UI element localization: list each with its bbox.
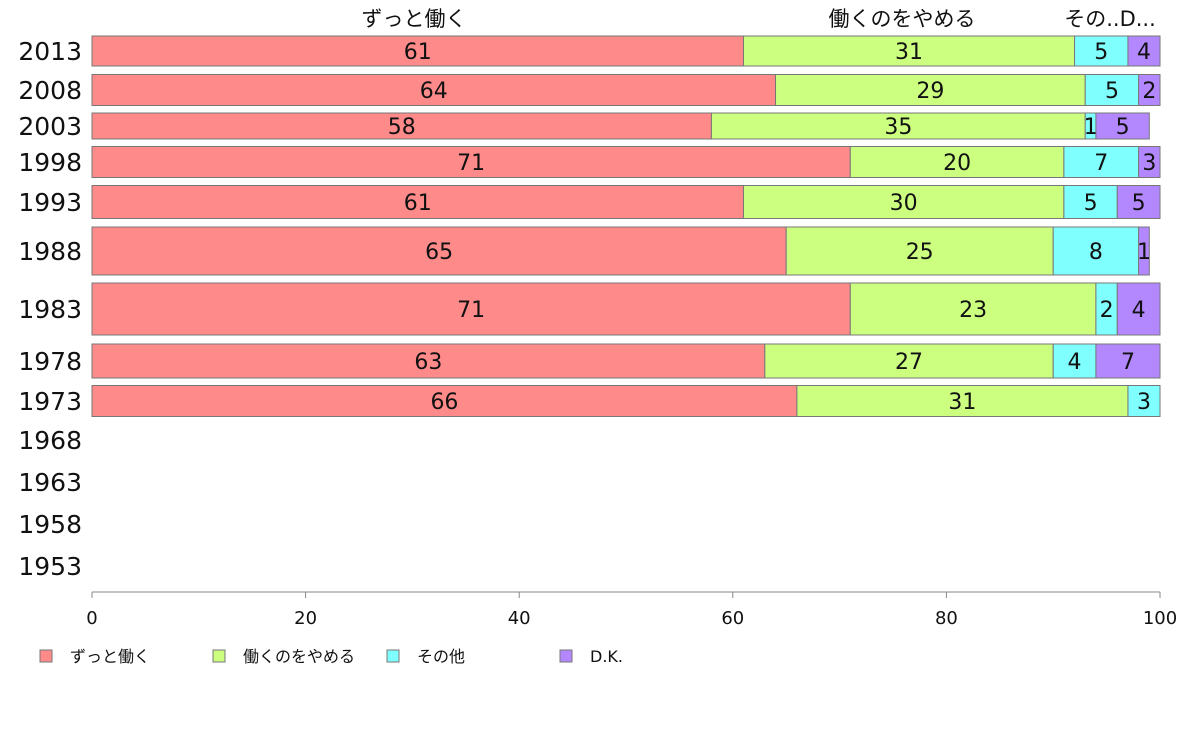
year-label-1978: 1978 xyxy=(18,347,82,376)
bar-1988-series-0 xyxy=(91,226,787,276)
legend-swatch-1 xyxy=(212,649,226,663)
bar-label-2008-series-1: 29 xyxy=(916,79,944,104)
bar-1993-series-2 xyxy=(1063,185,1118,219)
bar-2003-series-1 xyxy=(710,112,1086,140)
bar-2013-series-0 xyxy=(91,35,744,67)
year-label-1983: 1983 xyxy=(18,295,82,324)
bar-1978-series-2 xyxy=(1052,343,1097,379)
year-label-1973: 1973 xyxy=(18,387,82,416)
year-label-2003: 2003 xyxy=(18,112,82,141)
bar-label-1983-series-0: 71 xyxy=(457,298,485,323)
bar-1978-series-3 xyxy=(1095,343,1161,379)
bar-2008-series-3 xyxy=(1138,74,1161,106)
bar-label-1993-series-1: 30 xyxy=(890,191,918,216)
bar-label-1988-series-1: 25 xyxy=(906,240,934,265)
bar-1988-series-2 xyxy=(1052,226,1140,276)
top-label-1: 働くのをやめる xyxy=(829,7,976,31)
bar-label-1998-series-3: 3 xyxy=(1142,151,1156,176)
bar-1978-series-0 xyxy=(91,343,766,379)
year-label-1963: 1963 xyxy=(18,468,82,497)
bar-label-1988-series-2: 8 xyxy=(1089,240,1103,265)
bar-label-1993-series-0: 61 xyxy=(404,191,432,216)
legend-swatch-3 xyxy=(559,649,573,663)
bar-label-1993-series-3: 5 xyxy=(1132,191,1146,216)
bar-label-1983-series-1: 23 xyxy=(959,298,987,323)
legend-swatch-2 xyxy=(386,649,400,663)
bar-1983-series-3 xyxy=(1116,282,1161,336)
bar-label-1998-series-0: 71 xyxy=(457,151,485,176)
bar-2003-series-3 xyxy=(1095,112,1150,140)
bar-label-2003-series-1: 35 xyxy=(884,115,912,140)
x-tick-label-0: 0 xyxy=(86,608,97,629)
bar-label-1978-series-3: 7 xyxy=(1121,350,1135,375)
bar-label-2013-series-2: 5 xyxy=(1094,40,1108,65)
bar-1983-series-0 xyxy=(91,282,851,336)
bar-label-2008-series-2: 5 xyxy=(1105,79,1119,104)
bar-label-1978-series-1: 27 xyxy=(895,350,923,375)
bar-1993-series-1 xyxy=(742,185,1065,219)
bar-2008-series-2 xyxy=(1084,74,1140,106)
bar-label-2013-series-1: 31 xyxy=(895,40,923,65)
bar-1983-series-1 xyxy=(849,282,1097,336)
bar-1998-series-0 xyxy=(91,146,851,178)
bar-1988-series-1 xyxy=(785,226,1054,276)
bar-label-2003-series-3: 5 xyxy=(1116,115,1130,140)
bar-label-2013-series-3: 4 xyxy=(1137,40,1151,65)
year-label-1993: 1993 xyxy=(18,188,82,217)
bar-1993-series-3 xyxy=(1116,185,1161,219)
bar-label-1983-series-3: 4 xyxy=(1132,298,1146,323)
x-tick-label-60: 60 xyxy=(721,608,744,629)
bar-label-1998-series-2: 7 xyxy=(1094,151,1108,176)
legend-label-3: D.K. xyxy=(590,647,623,666)
bar-label-2013-series-0: 61 xyxy=(404,40,432,65)
bar-label-1988-series-0: 65 xyxy=(425,240,453,265)
bar-1973-series-0 xyxy=(91,385,798,417)
bar-label-1973-series-0: 66 xyxy=(430,390,458,415)
legend-swatch-0 xyxy=(39,649,53,663)
x-tick-label-20: 20 xyxy=(294,608,317,629)
legend-label-2: その他 xyxy=(417,647,465,666)
top-label-2: その..D... xyxy=(1064,7,1156,31)
bar-2013-series-2 xyxy=(1074,35,1129,67)
bar-label-1993-series-2: 5 xyxy=(1084,191,1098,216)
bar-1973-series-2 xyxy=(1127,385,1161,417)
x-tick-label-80: 80 xyxy=(935,608,958,629)
year-label-2013: 2013 xyxy=(18,37,82,66)
bar-2013-series-3 xyxy=(1127,35,1161,67)
bar-1988-series-3 xyxy=(1138,226,1150,276)
bar-2008-series-0 xyxy=(91,74,777,106)
bar-1998-series-3 xyxy=(1138,146,1161,178)
bar-2003-series-0 xyxy=(91,112,712,140)
bar-1998-series-2 xyxy=(1063,146,1140,178)
bar-label-2003-series-0: 58 xyxy=(388,115,416,140)
year-label-1988: 1988 xyxy=(18,237,82,266)
bar-label-1973-series-1: 31 xyxy=(948,390,976,415)
top-label-0: ずっと働く xyxy=(362,7,467,31)
legend-label-0: ずっと働く xyxy=(70,647,150,666)
year-label-1958: 1958 xyxy=(18,510,82,539)
bar-1993-series-0 xyxy=(91,185,744,219)
x-tick-label-100: 100 xyxy=(1143,608,1177,629)
bar-label-1973-series-2: 3 xyxy=(1137,390,1151,415)
bar-label-1988-series-3: 1 xyxy=(1137,240,1151,265)
bar-label-2008-series-3: 2 xyxy=(1142,79,1156,104)
year-label-1953: 1953 xyxy=(18,552,82,581)
year-label-1968: 1968 xyxy=(18,426,82,455)
bar-1978-series-1 xyxy=(764,343,1054,379)
bar-1973-series-1 xyxy=(796,385,1129,417)
bar-label-2003-series-2: 1 xyxy=(1084,115,1098,140)
bar-label-1978-series-2: 4 xyxy=(1068,350,1082,375)
year-label-1998: 1998 xyxy=(18,148,82,177)
bar-label-1998-series-1: 20 xyxy=(943,151,971,176)
x-tick-label-40: 40 xyxy=(508,608,531,629)
bar-2013-series-1 xyxy=(742,35,1076,67)
legend-label-1: 働くのをやめる xyxy=(243,647,355,666)
bar-label-1983-series-2: 2 xyxy=(1100,298,1114,323)
bar-2008-series-1 xyxy=(775,74,1086,106)
bar-label-2008-series-0: 64 xyxy=(420,79,448,104)
bar-label-1978-series-0: 63 xyxy=(414,350,442,375)
year-label-2008: 2008 xyxy=(18,76,82,105)
